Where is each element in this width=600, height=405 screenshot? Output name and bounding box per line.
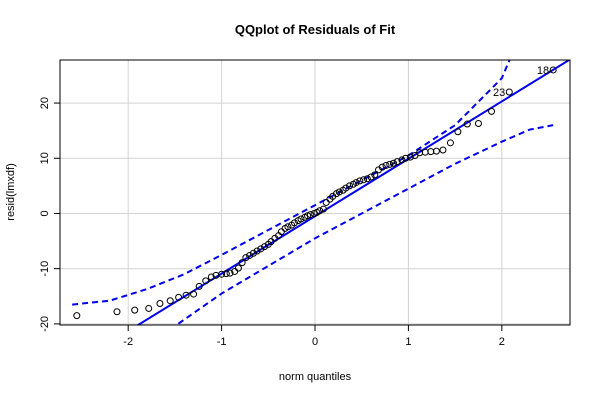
data-point [131, 306, 139, 314]
data-point [113, 308, 121, 316]
x-tick-label: 0 [312, 336, 318, 348]
plot-area [72, 60, 570, 325]
y-tick-label: 10 [39, 152, 51, 164]
data-point [253, 247, 261, 255]
data-point [389, 159, 397, 167]
data-point [316, 207, 324, 215]
x-tick-label: -1 [217, 336, 227, 348]
chart-title: QQplot of Residuals of Fit [235, 22, 396, 37]
data-point [367, 173, 375, 181]
data-point [371, 171, 379, 179]
data-point [249, 249, 257, 257]
data-point [463, 120, 471, 128]
data-point [166, 297, 174, 305]
data-point [226, 269, 234, 277]
data-point [261, 243, 269, 251]
data-point [234, 264, 242, 272]
data-point [398, 156, 406, 164]
grid [60, 60, 570, 325]
y-axis-label: resid(lmxdf) [5, 163, 17, 220]
x-tick-label: 2 [499, 336, 505, 348]
y-tick-label: -10 [39, 261, 51, 277]
data-point [284, 223, 292, 231]
data-point [360, 176, 368, 184]
data-point [356, 177, 364, 185]
data-point [363, 175, 371, 183]
data-point [346, 182, 354, 190]
data-point [195, 282, 203, 290]
data-point [319, 205, 327, 213]
data-point [488, 107, 496, 115]
data-point [218, 270, 226, 278]
data-point [382, 161, 390, 169]
confidence-band [72, 60, 511, 306]
data-point [190, 290, 198, 298]
point-label: 23 [493, 87, 505, 99]
x-axis-label: norm quantiles [279, 371, 352, 383]
data-point [297, 215, 305, 223]
data-point [378, 163, 386, 171]
point-label: 18 [537, 65, 549, 77]
data-point [238, 259, 246, 267]
data-point [156, 299, 164, 307]
data-point [290, 219, 298, 227]
x-tick-label: -2 [123, 336, 133, 348]
y-tick-label: 0 [39, 210, 51, 216]
data-point [222, 270, 230, 278]
data-point [446, 139, 454, 147]
data-point [306, 211, 314, 219]
data-point [393, 158, 401, 166]
x-tick-label: 1 [405, 336, 411, 348]
y-tick-label: -20 [39, 316, 51, 332]
data-point [439, 146, 447, 154]
data-point [352, 179, 360, 187]
data-point [182, 291, 190, 299]
data-point [342, 184, 350, 192]
data-point [474, 119, 482, 127]
data-point [73, 312, 81, 320]
data-point [386, 160, 394, 168]
data-point [432, 147, 440, 155]
data-point [402, 154, 410, 162]
data-point [207, 273, 215, 281]
data-point [406, 153, 414, 161]
data-point [246, 251, 254, 259]
data-point [454, 128, 462, 136]
data-point [242, 254, 250, 262]
data-point [257, 245, 265, 253]
data-point [175, 293, 183, 301]
data-point [549, 66, 557, 74]
data-point [202, 277, 210, 285]
confidence-band [174, 124, 554, 325]
data-point [145, 304, 153, 312]
data-point [505, 88, 513, 96]
data-point [335, 188, 343, 196]
y-tick-label: 20 [39, 97, 51, 109]
